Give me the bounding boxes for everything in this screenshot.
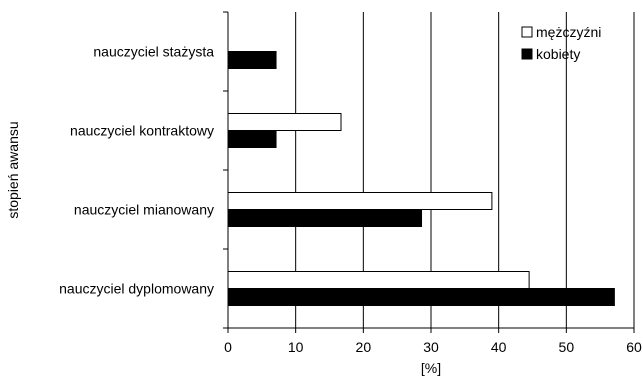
- bar-mezczyzni: [227, 192, 493, 210]
- bar-kobiety: [227, 209, 423, 227]
- category-label: nauczyciel dyplomowany: [59, 281, 214, 297]
- category-label: nauczyciel mianowany: [74, 202, 214, 218]
- y-axis-title: stopień awansu: [5, 121, 21, 218]
- bars: [227, 51, 615, 306]
- axes: [223, 11, 635, 333]
- bar-kobiety: [227, 51, 277, 69]
- x-tick-label: 40: [491, 339, 507, 355]
- x-tick-label: 10: [288, 339, 304, 355]
- legend-label: mężczyźni: [536, 24, 601, 40]
- x-axis-title: [%]: [421, 360, 441, 376]
- bar-mezczyzni: [227, 271, 530, 289]
- labels: 0 10 20 30 40 50 60 nauczyciel stażysta nauczyci…: [5, 44, 642, 377]
- x-tick-label: 50: [559, 339, 575, 355]
- legend-label: kobiety: [536, 46, 580, 62]
- x-tick-label: 60: [626, 339, 642, 355]
- legend-swatch: [521, 26, 533, 38]
- legend: mężczyźni kobiety: [521, 24, 601, 62]
- category-label: nauczyciel kontraktowy: [70, 123, 214, 139]
- x-tick-label: 20: [356, 339, 372, 355]
- x-tick-label: 30: [423, 339, 439, 355]
- bar-kobiety: [227, 130, 277, 148]
- x-tick-label: 0: [224, 339, 232, 355]
- legend-swatch: [521, 48, 533, 60]
- category-label: nauczyciel stażysta: [93, 44, 214, 60]
- bar-mezczyzni: [227, 113, 342, 131]
- bar-kobiety: [227, 288, 615, 306]
